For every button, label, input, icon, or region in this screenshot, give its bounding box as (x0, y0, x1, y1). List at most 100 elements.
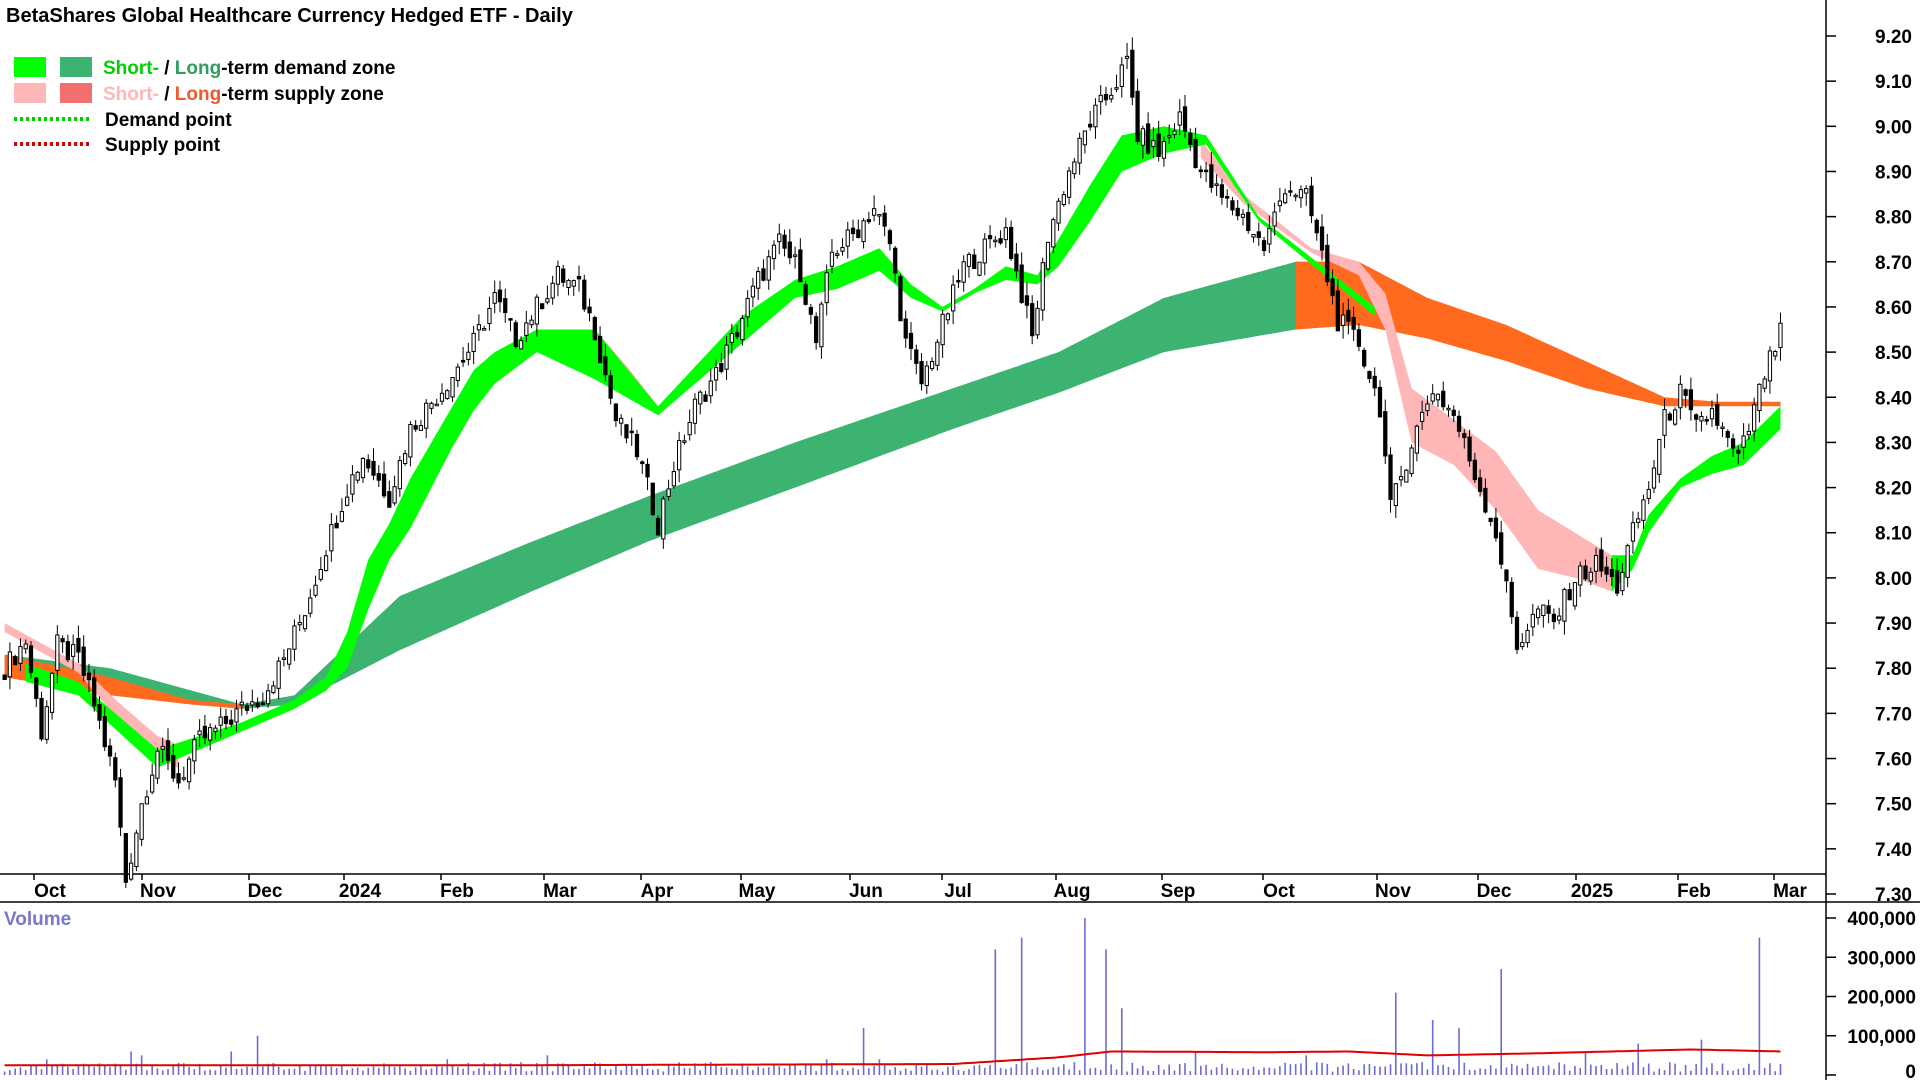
candle-body (76, 637, 81, 653)
candle (1309, 176, 1314, 224)
candle (1446, 404, 1451, 417)
candle-body (1488, 517, 1493, 522)
candle-body (1730, 438, 1736, 449)
candle (1040, 257, 1045, 321)
candle (44, 700, 49, 744)
candle-body (513, 322, 518, 348)
candle (977, 261, 982, 277)
candle (107, 738, 113, 767)
candle-body (734, 332, 740, 337)
candle (766, 249, 771, 290)
candle (1214, 174, 1219, 196)
candle-body (708, 380, 713, 397)
candle-body (524, 322, 529, 336)
candle (655, 515, 661, 536)
candle-body (871, 208, 877, 216)
candle (1472, 452, 1477, 484)
candle-body (956, 280, 961, 283)
candle (993, 236, 998, 248)
candle (171, 743, 176, 782)
candle (777, 223, 782, 255)
candle-body (993, 239, 998, 243)
candle (708, 368, 713, 404)
candle-body (471, 332, 476, 353)
month-label: Apr (641, 881, 674, 902)
candle-body (1546, 605, 1551, 614)
volume-panel (3, 918, 1782, 1075)
candle-body (1604, 566, 1609, 575)
price-tick-label: 8.10 (1875, 524, 1912, 545)
price-tick-label: 7.40 (1875, 840, 1912, 861)
candle-body (1557, 615, 1562, 621)
candle-body (339, 511, 345, 522)
candle-body (1156, 133, 1161, 158)
candle (1346, 298, 1351, 335)
candle-body (434, 403, 439, 407)
candle-body (1003, 227, 1008, 241)
candle-body (624, 424, 629, 439)
candle-body (703, 394, 708, 402)
candle-body (619, 417, 624, 424)
candle (734, 325, 740, 340)
candle-body (1725, 431, 1730, 438)
candle (65, 634, 71, 663)
candle (1188, 128, 1193, 152)
candle (1145, 112, 1151, 155)
candle (466, 342, 471, 366)
candle (1319, 214, 1325, 261)
candle-body (107, 745, 113, 757)
candle-body (1430, 393, 1435, 402)
candle-body (1362, 349, 1367, 367)
candle (1130, 37, 1135, 106)
price-tick-label: 8.00 (1875, 569, 1912, 590)
candle (1757, 383, 1762, 423)
candle (1588, 567, 1593, 586)
candle (13, 654, 18, 666)
candle (956, 269, 961, 289)
candle-body (44, 706, 49, 740)
candle (1625, 543, 1630, 588)
candle (940, 310, 945, 358)
candle-body (808, 307, 814, 315)
candle-body (814, 316, 819, 344)
candle (1551, 608, 1557, 630)
candle-body (1288, 190, 1293, 193)
candle-body (803, 284, 808, 305)
candle (1414, 424, 1420, 462)
candle (1509, 577, 1514, 624)
candle-body (576, 275, 582, 280)
candle (1493, 507, 1499, 542)
candle (1119, 57, 1124, 98)
candle (1441, 381, 1446, 411)
candle-body (334, 522, 339, 529)
candle (513, 319, 518, 349)
candle (1393, 482, 1398, 518)
candle-body (387, 491, 392, 508)
candle-body (929, 361, 935, 370)
candle (1651, 459, 1657, 494)
candle (376, 465, 381, 488)
candle-body (1298, 189, 1304, 199)
candle-body (998, 238, 1003, 244)
candle (961, 255, 966, 292)
candle-body (1609, 569, 1614, 578)
candle (1182, 94, 1188, 138)
candle-body (1145, 123, 1151, 154)
candle-body (1214, 183, 1219, 186)
price-tick-label: 7.30 (1875, 885, 1912, 906)
candle-body (629, 430, 634, 434)
candle (1066, 166, 1072, 205)
candle-body (1773, 351, 1778, 357)
candle-body (1678, 383, 1683, 409)
candle (445, 389, 450, 400)
candle-body (719, 363, 724, 372)
candle (355, 470, 360, 484)
price-tick-label: 8.40 (1875, 388, 1912, 409)
candle-body (276, 660, 281, 689)
candle-body (1699, 416, 1704, 422)
candle (529, 315, 534, 329)
candle-body (271, 685, 276, 694)
candle-body (961, 261, 966, 283)
candle-body (1588, 571, 1593, 582)
candle-body (155, 750, 160, 779)
